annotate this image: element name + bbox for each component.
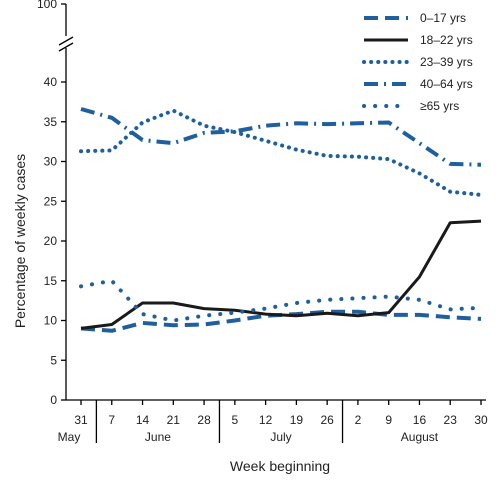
x-tick-label: 12 xyxy=(259,413,273,427)
month-label: June xyxy=(145,430,171,444)
month-label: July xyxy=(270,430,291,444)
y-tick-label: 0 xyxy=(50,393,57,407)
x-tick-label: 26 xyxy=(320,413,334,427)
y-tick-label: 35 xyxy=(44,115,58,129)
x-tick-label: 2 xyxy=(355,413,362,427)
series-4 xyxy=(80,107,482,167)
legend-label: 0–17 yrs xyxy=(420,11,466,25)
y-tick-label: 30 xyxy=(44,155,58,169)
series-line xyxy=(79,108,483,197)
x-tick-label: 7 xyxy=(108,413,115,427)
axis-break-mark xyxy=(58,42,74,52)
series-2 xyxy=(80,219,482,330)
x-tick-label: 31 xyxy=(74,413,88,427)
y-axis-title: Percentage of weekly cases xyxy=(12,154,28,328)
month-label: August xyxy=(401,430,439,444)
legend: 0–17 yrs 18–22 yrs 23–39 yrs 40–64 yrs ≥65 y… xyxy=(362,11,473,113)
x-tick-label: 14 xyxy=(136,413,150,427)
x-tick-label: 28 xyxy=(197,413,211,427)
x-axis-title: Week beginning xyxy=(230,458,330,474)
axes-layer xyxy=(58,3,486,443)
axis-break-mark xyxy=(58,36,74,46)
legend-label: 23–39 yrs xyxy=(420,55,473,69)
series-3 xyxy=(79,108,483,197)
x-tick-label: 16 xyxy=(413,413,427,427)
month-label: May xyxy=(58,430,81,444)
y-tick-label: 25 xyxy=(44,194,58,208)
x-tick-label: 23 xyxy=(444,413,458,427)
x-tick-label: 21 xyxy=(167,413,181,427)
x-tick-label: 30 xyxy=(474,413,488,427)
series-layer xyxy=(79,107,483,333)
y-tick-label: 100 xyxy=(37,0,57,11)
y-tick-label: 10 xyxy=(44,314,58,328)
legend-label: ≥65 yrs xyxy=(420,99,459,113)
x-tick-label: 5 xyxy=(232,413,239,427)
y-tick-label: 40 xyxy=(44,75,58,89)
x-tick-label: 9 xyxy=(385,413,392,427)
y-tick-label: 5 xyxy=(50,353,57,367)
series-line xyxy=(80,219,482,330)
series-line xyxy=(80,107,482,167)
y-tick-label: 20 xyxy=(44,234,58,248)
legend-label: 40–64 yrs xyxy=(420,77,473,91)
x-tick-label: 19 xyxy=(290,413,304,427)
legend-label: 18–22 yrs xyxy=(420,33,473,47)
label-layer: 0 5 10 15 20 25 30 35 40 100 31 7 14 21 28 5 12 19 26 2 9 16 2… xyxy=(12,0,488,474)
y-tick-label: 15 xyxy=(44,274,58,288)
